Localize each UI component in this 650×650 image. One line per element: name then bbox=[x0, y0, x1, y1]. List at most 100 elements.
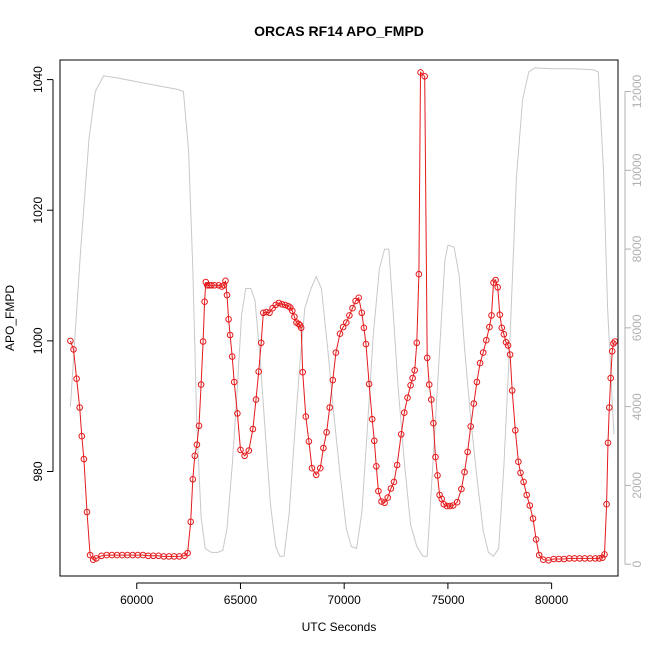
right-y-tick-label: 12000 bbox=[630, 75, 644, 109]
chart-title: ORCAS RF14 APO_FMPD bbox=[254, 23, 424, 39]
data-point bbox=[204, 282, 211, 289]
right-y-tick-label: 6000 bbox=[630, 314, 644, 341]
data-point bbox=[381, 499, 388, 507]
data-point bbox=[397, 431, 405, 438]
x-axis: 60000 65000 70000 75000 80000 bbox=[120, 582, 569, 607]
data-point bbox=[187, 518, 194, 526]
data-point bbox=[297, 324, 305, 332]
data-point bbox=[195, 422, 203, 430]
data-point bbox=[362, 340, 370, 348]
data-point bbox=[211, 282, 218, 289]
data-point bbox=[371, 437, 378, 445]
data-point bbox=[421, 73, 429, 80]
data-point bbox=[336, 330, 344, 338]
data-point bbox=[517, 469, 524, 477]
data-point bbox=[263, 308, 270, 316]
data-point bbox=[199, 338, 207, 345]
data-point bbox=[275, 299, 283, 307]
data-point bbox=[504, 342, 512, 349]
data-point bbox=[189, 476, 197, 483]
data-point bbox=[492, 276, 499, 284]
y-axis: 980 1000 1020 1040 bbox=[31, 66, 54, 482]
data-point bbox=[373, 463, 380, 470]
data-point bbox=[193, 441, 201, 449]
data-point bbox=[255, 368, 263, 375]
data-point bbox=[245, 447, 253, 454]
data-point bbox=[308, 464, 316, 472]
plot-frame bbox=[59, 59, 619, 577]
data-point bbox=[535, 551, 543, 559]
data-point bbox=[80, 455, 88, 463]
y-axis-label: APO_FMPD bbox=[3, 285, 17, 351]
data-point bbox=[223, 291, 231, 299]
data-point bbox=[390, 478, 398, 486]
data-point bbox=[249, 425, 257, 433]
right-y-tick-label: 8000 bbox=[630, 235, 644, 262]
data-point bbox=[222, 277, 229, 285]
data-point bbox=[266, 309, 273, 317]
data-point bbox=[281, 301, 289, 309]
data-point bbox=[278, 301, 286, 308]
data-point bbox=[358, 309, 366, 317]
data-point bbox=[312, 471, 320, 479]
data-point bbox=[191, 452, 199, 460]
data-point bbox=[355, 294, 363, 302]
data-point bbox=[591, 555, 599, 562]
right-y-axis: 0 2000 4000 6000 8000 10000 12000 bbox=[624, 75, 644, 568]
data-point bbox=[302, 413, 310, 420]
data-point bbox=[360, 324, 368, 332]
x-tick-label: 65000 bbox=[224, 593, 258, 607]
data-point bbox=[317, 464, 324, 472]
data-point bbox=[458, 485, 465, 493]
data-point bbox=[446, 502, 454, 510]
data-point bbox=[467, 423, 475, 430]
data-point bbox=[230, 378, 238, 386]
data-point bbox=[417, 69, 424, 76]
data-point bbox=[423, 354, 431, 362]
data-point bbox=[93, 555, 100, 562]
x-tick-label: 75000 bbox=[431, 593, 465, 607]
data-point bbox=[220, 282, 228, 289]
data-point bbox=[464, 448, 471, 456]
data-point bbox=[401, 409, 408, 417]
data-point bbox=[604, 439, 612, 447]
data-point bbox=[488, 312, 495, 319]
data-point bbox=[409, 374, 416, 382]
data-point bbox=[252, 396, 260, 403]
data-point bbox=[599, 554, 606, 562]
data-point bbox=[260, 309, 267, 317]
data-point bbox=[500, 331, 508, 338]
data-point bbox=[470, 400, 478, 407]
data-point bbox=[413, 339, 421, 347]
data-point bbox=[375, 487, 382, 495]
data-point bbox=[461, 468, 468, 476]
right-y-tick-label: 0 bbox=[630, 561, 644, 568]
data-point bbox=[339, 323, 347, 331]
data-point bbox=[486, 323, 493, 331]
data-point bbox=[291, 313, 298, 321]
data-point bbox=[184, 549, 191, 557]
data-point bbox=[479, 349, 487, 356]
data-point bbox=[404, 394, 411, 402]
data-point bbox=[289, 307, 296, 315]
data-point bbox=[368, 415, 376, 423]
apo-fmpd-series bbox=[67, 69, 619, 564]
data-point bbox=[326, 404, 334, 411]
data-point bbox=[601, 551, 608, 558]
data-point bbox=[201, 298, 208, 306]
right-y-tick-label: 10000 bbox=[630, 153, 644, 187]
y-tick-label: 1040 bbox=[31, 66, 45, 93]
data-point bbox=[436, 491, 443, 499]
data-point bbox=[496, 311, 504, 319]
data-point bbox=[473, 378, 481, 386]
data-point bbox=[329, 376, 337, 384]
data-point bbox=[86, 551, 94, 559]
data-point bbox=[287, 304, 294, 311]
data-point bbox=[498, 324, 506, 332]
y-tick-label: 1020 bbox=[31, 197, 45, 224]
data-point bbox=[241, 452, 248, 460]
data-point bbox=[305, 438, 313, 445]
data-point bbox=[523, 491, 531, 499]
data-point bbox=[89, 556, 97, 564]
